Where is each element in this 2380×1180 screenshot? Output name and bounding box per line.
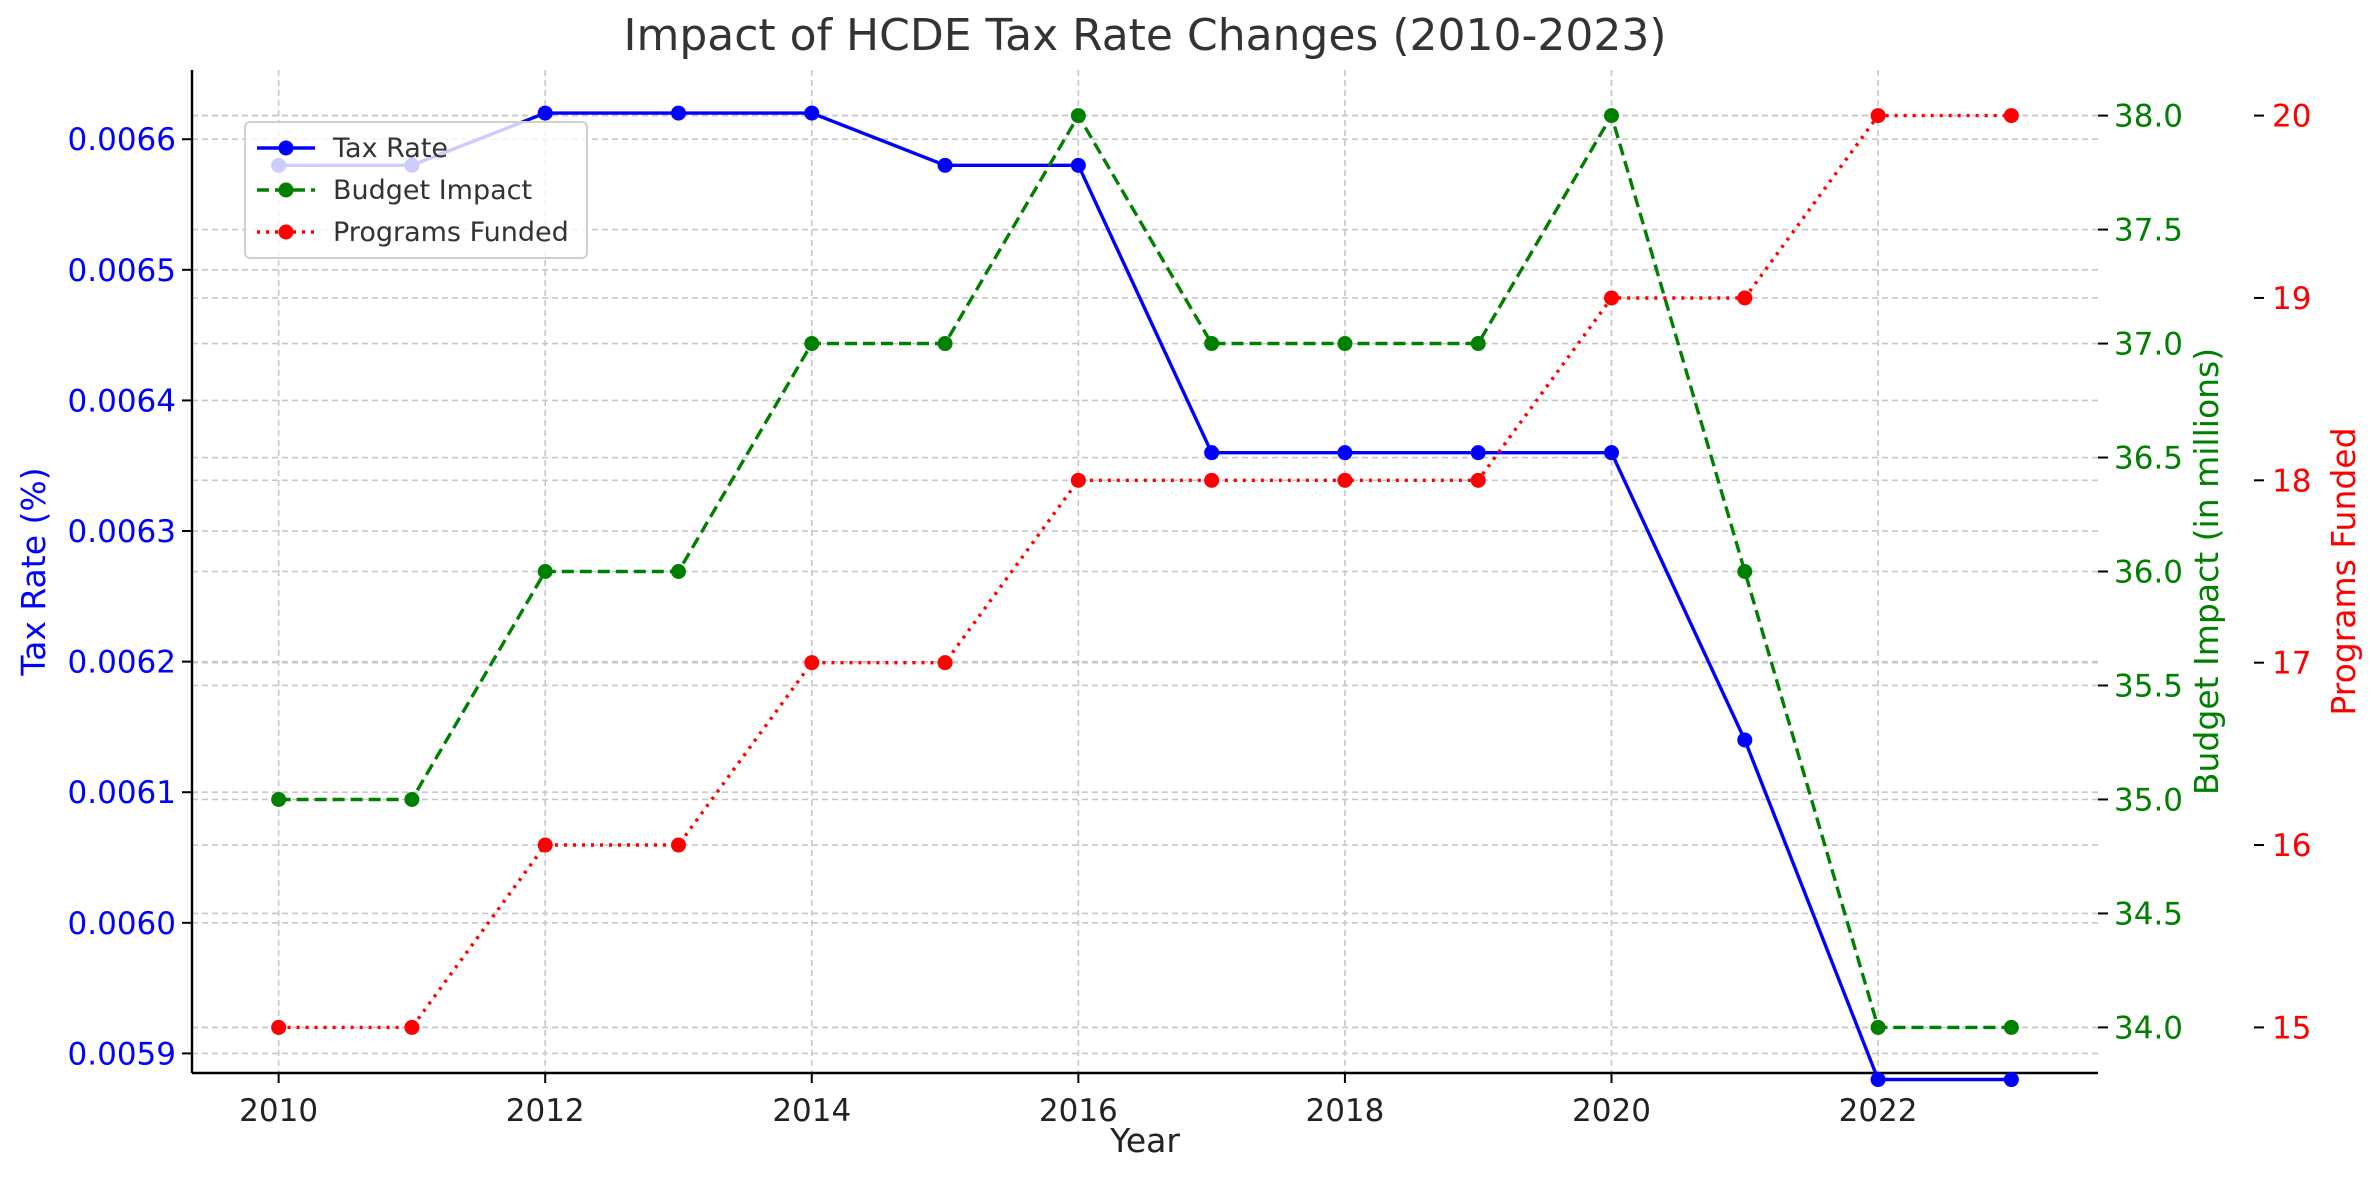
mid-y-tick-label: 37.5 <box>2114 213 2183 249</box>
series-point-1 <box>1604 108 1620 124</box>
series-point-1 <box>271 791 287 807</box>
right-y-tick-label: 19 <box>2272 281 2311 317</box>
right-y-tick-label: 18 <box>2272 463 2311 499</box>
series-point-1 <box>537 564 553 579</box>
left-y-axis-label: Tax Rate (%) <box>14 467 53 676</box>
series-point-0 <box>1870 1072 1886 1088</box>
series-point-2 <box>537 837 553 853</box>
legend-entry: Tax Rate <box>332 133 448 164</box>
legend-swatch-marker <box>278 140 294 156</box>
right-y-tick-label: 16 <box>2272 828 2311 864</box>
legend-swatch-marker <box>278 182 294 198</box>
mid-y-tick-label: 37.0 <box>2114 327 2183 363</box>
x-tick-label: 2018 <box>1305 1093 1384 1129</box>
series-point-2 <box>1737 290 1753 306</box>
series-point-1 <box>670 564 686 579</box>
series-point-0 <box>1337 445 1353 461</box>
left-y-tick-label: 0.0060 <box>68 906 176 942</box>
series-point-2 <box>670 837 686 853</box>
series-point-0 <box>1070 157 1086 173</box>
series-point-2 <box>1070 472 1086 488</box>
right-y-tick-label: 15 <box>2272 1010 2311 1046</box>
legend-entry: Budget Impact <box>333 175 532 206</box>
series-point-0 <box>1204 445 1220 461</box>
right-y-axis-label: Programs Funded <box>2324 427 2363 715</box>
series-point-0 <box>1604 445 1620 461</box>
series-point-1 <box>804 336 820 352</box>
series-point-2 <box>271 1019 287 1035</box>
mid-y-tick-label: 34.0 <box>2114 1010 2183 1046</box>
series-line-2 <box>278 113 2012 1030</box>
series-point-1 <box>1070 108 1086 124</box>
legend-entry: Programs Funded <box>333 217 569 248</box>
mid-y-tick-label: 35.0 <box>2114 782 2183 818</box>
series-point-0 <box>537 105 553 121</box>
right-y-tick-label: 20 <box>2272 99 2311 135</box>
series-line-0 <box>278 111 2012 1082</box>
mid-y-tick-label: 34.5 <box>2114 896 2183 932</box>
series-point-2 <box>1337 472 1353 488</box>
series-point-2 <box>937 655 953 671</box>
left-y-tick-label: 0.0061 <box>68 775 176 811</box>
x-tick-label: 2022 <box>1839 1093 1918 1129</box>
right-y-tick-label: 17 <box>2272 646 2311 682</box>
mid-y-axis-label: Budget Impact (in millions) <box>2187 348 2226 795</box>
series-point-0 <box>2003 1072 2019 1088</box>
left-y-tick-label: 0.0062 <box>68 645 176 681</box>
series-point-2 <box>1204 472 1220 488</box>
series-point-1 <box>404 791 420 807</box>
legend-box <box>244 121 588 259</box>
mid-y-tick-label: 36.5 <box>2114 441 2183 477</box>
mid-y-tick-label: 38.0 <box>2114 99 2183 135</box>
series-point-0 <box>1737 732 1753 748</box>
legend: Tax Rate Budget Impact Programs Funded <box>244 121 588 259</box>
series-point-1 <box>1470 336 1486 352</box>
series-point-0 <box>937 157 953 173</box>
series-point-1 <box>1204 336 1220 352</box>
x-tick-label: 2014 <box>772 1093 851 1129</box>
left-y-tick-label: 0.0066 <box>68 122 176 158</box>
series-point-1 <box>937 336 953 352</box>
series-point-1 <box>1737 564 1753 579</box>
series-layer <box>271 105 2019 1088</box>
axes-layer: 2010 2012 2014 2016 2018 2020 20220.00590.0060… <box>14 70 2363 1129</box>
series-point-1 <box>1870 1019 1886 1035</box>
left-y-tick-label: 0.0065 <box>68 253 176 289</box>
series-point-2 <box>1604 290 1620 306</box>
x-axis-label: Year <box>1109 1121 1180 1160</box>
series-point-0 <box>804 105 820 121</box>
legend-swatch-marker <box>278 224 294 240</box>
series-point-2 <box>1870 108 1886 124</box>
series-point-2 <box>804 655 820 671</box>
chart-title: Impact of HCDE Tax Rate Changes (2010-20… <box>623 10 1666 61</box>
left-y-tick-label: 0.0064 <box>68 383 176 419</box>
x-tick-label: 2016 <box>1039 1093 1118 1129</box>
x-tick-label: 2020 <box>1572 1093 1651 1129</box>
x-tick-label: 2010 <box>239 1093 318 1129</box>
series-point-2 <box>1470 472 1486 488</box>
series-point-0 <box>670 105 686 121</box>
series-line-1 <box>278 113 2012 1030</box>
series-point-1 <box>1337 336 1353 352</box>
series-point-2 <box>404 1019 420 1035</box>
x-tick-label: 2012 <box>506 1093 585 1129</box>
mid-y-tick-label: 36.0 <box>2114 555 2183 591</box>
series-point-1 <box>2003 1019 2019 1035</box>
series-point-2 <box>2003 108 2019 124</box>
left-y-tick-label: 0.0059 <box>68 1036 176 1072</box>
left-y-tick-label: 0.0063 <box>68 514 176 550</box>
series-point-0 <box>1470 445 1486 461</box>
mid-y-tick-label: 35.5 <box>2114 668 2183 704</box>
